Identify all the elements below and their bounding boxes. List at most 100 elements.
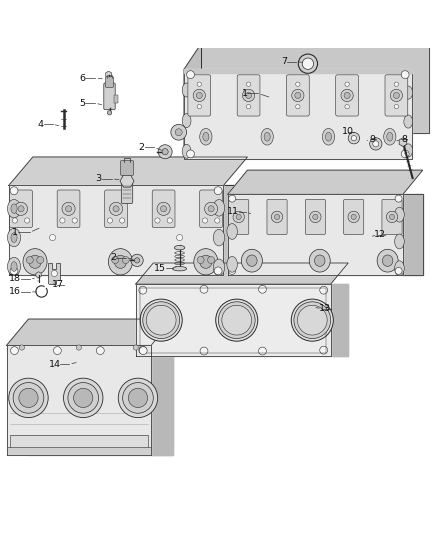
Ellipse shape (325, 132, 332, 141)
Circle shape (222, 305, 251, 335)
Circle shape (96, 346, 104, 354)
Polygon shape (403, 194, 423, 275)
Circle shape (395, 268, 402, 274)
Circle shape (395, 195, 402, 202)
Circle shape (274, 214, 279, 220)
Circle shape (393, 92, 399, 99)
Circle shape (157, 202, 170, 215)
Circle shape (215, 299, 258, 341)
Ellipse shape (377, 249, 398, 272)
Circle shape (320, 346, 328, 354)
Circle shape (143, 302, 180, 338)
Text: 2: 2 (138, 143, 145, 152)
Circle shape (140, 299, 182, 341)
Ellipse shape (213, 199, 225, 216)
FancyBboxPatch shape (385, 75, 408, 116)
Text: 4: 4 (38, 119, 44, 128)
Circle shape (390, 90, 403, 102)
Circle shape (187, 150, 194, 158)
Circle shape (197, 256, 204, 263)
Ellipse shape (11, 262, 17, 271)
Circle shape (18, 206, 24, 212)
FancyBboxPatch shape (104, 83, 115, 110)
Circle shape (175, 129, 182, 136)
Circle shape (208, 256, 215, 263)
FancyBboxPatch shape (344, 199, 364, 235)
Ellipse shape (108, 249, 132, 275)
Circle shape (62, 202, 75, 215)
Circle shape (348, 211, 360, 223)
Circle shape (236, 214, 241, 220)
Ellipse shape (173, 266, 187, 271)
Circle shape (344, 92, 350, 99)
FancyBboxPatch shape (106, 77, 113, 87)
Circle shape (19, 345, 25, 350)
Polygon shape (184, 43, 201, 159)
FancyBboxPatch shape (237, 75, 260, 116)
Text: 1: 1 (11, 228, 18, 237)
Text: 3: 3 (95, 174, 102, 183)
Circle shape (76, 345, 81, 350)
Text: 12: 12 (374, 230, 385, 239)
Circle shape (245, 92, 251, 99)
Circle shape (118, 378, 158, 418)
Polygon shape (184, 69, 412, 73)
Text: 9: 9 (370, 135, 376, 144)
Circle shape (302, 58, 314, 69)
Circle shape (49, 235, 56, 240)
Polygon shape (7, 345, 151, 455)
Circle shape (208, 206, 214, 212)
Circle shape (401, 150, 409, 158)
Ellipse shape (247, 255, 257, 266)
Polygon shape (9, 157, 247, 185)
Circle shape (394, 82, 399, 86)
Text: 10: 10 (342, 127, 354, 136)
FancyBboxPatch shape (286, 75, 309, 116)
Polygon shape (153, 284, 348, 356)
Circle shape (193, 90, 205, 102)
Circle shape (310, 211, 321, 223)
Circle shape (214, 267, 222, 275)
Circle shape (197, 82, 201, 86)
Ellipse shape (7, 257, 21, 276)
Text: 11: 11 (227, 207, 239, 216)
Circle shape (25, 218, 30, 223)
Circle shape (345, 82, 350, 86)
Circle shape (107, 110, 112, 115)
Ellipse shape (382, 255, 393, 266)
FancyBboxPatch shape (305, 199, 325, 235)
Ellipse shape (182, 114, 191, 128)
Circle shape (26, 256, 33, 263)
Circle shape (291, 299, 333, 341)
FancyBboxPatch shape (267, 199, 287, 235)
Circle shape (386, 211, 398, 223)
Circle shape (197, 104, 201, 109)
Ellipse shape (174, 246, 185, 250)
Text: 5: 5 (79, 99, 85, 108)
Circle shape (229, 268, 236, 274)
Ellipse shape (182, 83, 191, 97)
Ellipse shape (227, 223, 237, 239)
Ellipse shape (384, 128, 396, 145)
FancyBboxPatch shape (120, 160, 134, 175)
FancyBboxPatch shape (188, 75, 211, 116)
Circle shape (139, 346, 147, 354)
Circle shape (120, 218, 125, 223)
Circle shape (389, 214, 395, 220)
Bar (114, 95, 118, 103)
Circle shape (14, 202, 28, 215)
Polygon shape (201, 43, 429, 133)
Circle shape (65, 206, 71, 212)
Bar (140, 287, 326, 353)
Ellipse shape (7, 229, 21, 247)
Circle shape (10, 187, 18, 195)
Text: 1: 1 (241, 89, 247, 98)
Text: 6: 6 (79, 74, 85, 83)
FancyBboxPatch shape (229, 199, 249, 235)
Polygon shape (7, 319, 173, 345)
Circle shape (258, 347, 266, 355)
FancyBboxPatch shape (336, 75, 358, 116)
Circle shape (292, 90, 304, 102)
Polygon shape (228, 170, 423, 194)
Circle shape (401, 71, 409, 78)
